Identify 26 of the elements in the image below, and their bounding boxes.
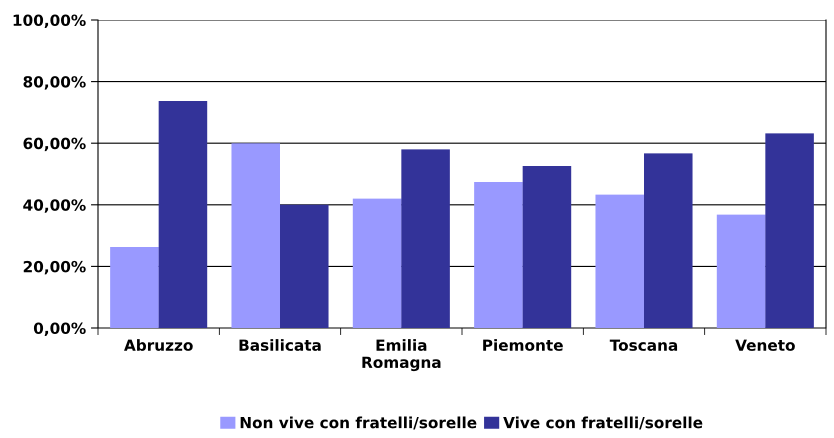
x-tick-label: Toscana xyxy=(610,340,678,351)
legend-label: Non vive con fratelli/sorelle xyxy=(240,416,476,430)
bar xyxy=(280,204,329,328)
y-tick-label: 40,00% xyxy=(23,199,86,213)
bar xyxy=(765,133,814,328)
y-tick-label: 100,00% xyxy=(14,14,86,28)
x-tick-label: Piemonte xyxy=(483,339,563,351)
y-tick-label: 20,00% xyxy=(24,260,86,274)
y-tick-label: 60,00% xyxy=(24,138,86,152)
x-tick-label: Emilia Romagna xyxy=(362,339,440,372)
bar xyxy=(110,246,159,328)
x-tick-label: Basilicata xyxy=(240,339,321,351)
bar xyxy=(401,149,450,328)
x-tick-label: Veneto xyxy=(735,340,795,351)
y-tick-label: 80,00% xyxy=(23,76,86,90)
bar xyxy=(716,214,766,328)
bar xyxy=(595,194,644,328)
bar xyxy=(231,143,280,328)
bar xyxy=(522,166,572,328)
bar xyxy=(158,101,208,328)
bar xyxy=(352,198,402,328)
x-tick-label: Abruzzo xyxy=(124,339,193,351)
legend-label: Vive con fratelli/sorelle xyxy=(503,416,702,430)
bar xyxy=(474,182,523,328)
y-tick-label: 0,00% xyxy=(34,322,86,336)
bar xyxy=(644,153,693,328)
